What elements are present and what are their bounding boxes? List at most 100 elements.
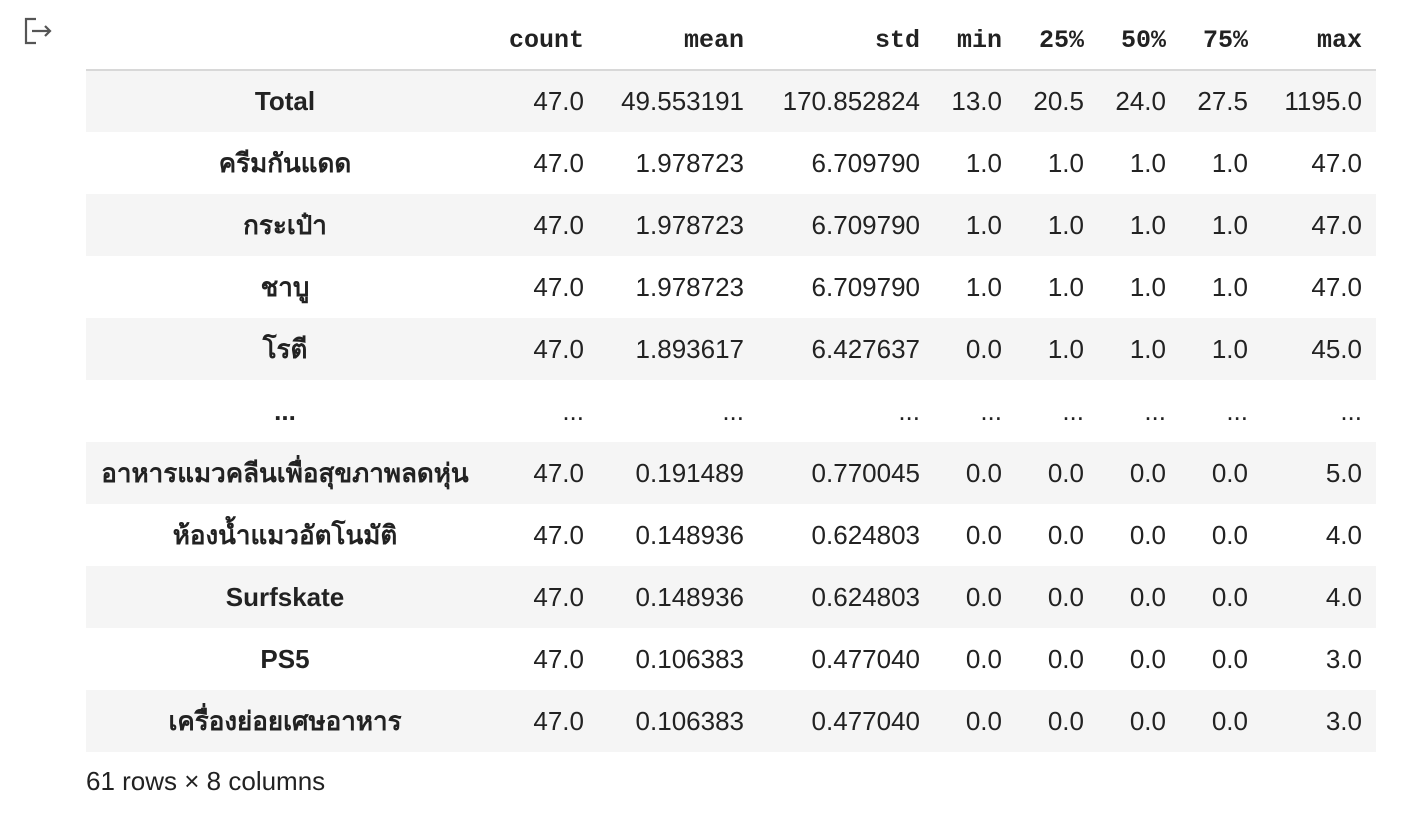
column-header: max xyxy=(1262,12,1376,71)
table-cell: 0.477040 xyxy=(811,705,920,736)
table-cell: 1.978723 xyxy=(635,271,744,302)
column-header: 75% xyxy=(1180,12,1262,71)
table-cell: 0.0 xyxy=(1129,519,1166,550)
table-cell: 1.0 xyxy=(1211,333,1248,364)
table-cell: 0.477040 xyxy=(811,643,920,674)
table-cell: ... xyxy=(1062,395,1084,426)
table-cell: 0.106383 xyxy=(635,643,744,674)
table-row: ห้องน้ำแมวอัตโนมัติ 47.0 0.148936 0.624803 0… xyxy=(86,504,1376,566)
table-cell: 24.0 xyxy=(1115,86,1166,116)
table-cell: 1.0 xyxy=(1129,147,1166,178)
table-cell: 47.0 xyxy=(533,519,584,550)
row-index-label: Total xyxy=(254,86,316,116)
column-header: 25% xyxy=(1016,12,1098,71)
table-cell: 4.0 xyxy=(1325,519,1362,550)
table-cell: 0.0 xyxy=(965,581,1002,612)
table-cell: 13.0 xyxy=(951,86,1002,116)
table-cell: 1.0 xyxy=(1129,209,1166,240)
table-cell: 47.0 xyxy=(533,271,584,302)
row-index-label: PS5 xyxy=(260,643,310,674)
table-row: ........................... xyxy=(86,380,1376,442)
table-cell: 0.148936 xyxy=(635,581,744,612)
table-row: เครื่องย่อยเศษอาหาร 47.0 0.106383 0.477040 0… xyxy=(86,690,1376,752)
table-cell: 0.0 xyxy=(1047,705,1084,736)
table-cell: ... xyxy=(562,395,584,426)
table-cell: 1.0 xyxy=(965,271,1002,302)
table-cell: 27.5 xyxy=(1197,86,1248,116)
table-cell: 45.0 xyxy=(1311,333,1362,364)
table-cell: 1.0 xyxy=(1129,271,1166,302)
table-cell: ... xyxy=(1144,395,1166,426)
table-cell: 47.0 xyxy=(1311,147,1362,178)
table-cell: 0.770045 xyxy=(811,457,920,488)
row-index-label: อาหารแมวคลีนเพื่อสุขภาพลดหุ่น xyxy=(101,457,469,488)
table-cell: 0.0 xyxy=(1211,519,1248,550)
row-index-label: ... xyxy=(274,395,296,426)
table-cell: 1.0 xyxy=(1047,209,1084,240)
table-cell: 0.0 xyxy=(1129,457,1166,488)
table-cell: 0.624803 xyxy=(811,581,920,612)
table-cell: ... xyxy=(1340,395,1362,426)
table-cell: 3.0 xyxy=(1325,705,1362,736)
table-row: โรตี 47.0 1.893617 6.427637 0.0 1.0 1.0 1.0 45.0 xyxy=(86,318,1376,380)
table-row: Surfskate 47.0 0.148936 0.624803 0.0 0.0 0.0 0.… xyxy=(86,566,1376,628)
table-cell: 1.0 xyxy=(1211,271,1248,302)
table-cell: 47.0 xyxy=(533,86,584,116)
column-header: mean xyxy=(598,12,758,71)
table-row: ครีมกันแดด 47.0 1.978723 6.709790 1.0 1.0 1.0 1… xyxy=(86,132,1376,194)
table-cell: 1.0 xyxy=(1211,147,1248,178)
table-cell: 1.978723 xyxy=(635,147,744,178)
table-cell: 0.0 xyxy=(1047,581,1084,612)
row-index-label: ชาบู xyxy=(260,271,310,302)
row-index-label: ครีมกันแดด xyxy=(218,147,352,178)
table-cell: 0.0 xyxy=(965,705,1002,736)
table-cell: 170.852824 xyxy=(782,86,920,116)
table-cell: 6.709790 xyxy=(811,271,920,302)
table-cell: 0.0 xyxy=(965,333,1002,364)
table-cell: 47.0 xyxy=(533,705,584,736)
column-header: count xyxy=(484,12,598,71)
table-cell: ... xyxy=(898,395,920,426)
row-index-label: โรตี xyxy=(262,333,308,364)
row-index-label: ห้องน้ำแมวอัตโนมัติ xyxy=(172,519,398,550)
table-row: Total 47.0 49.553191 170.852824 13.0 20.5 24.0… xyxy=(86,70,1376,132)
output-arrow-icon[interactable] xyxy=(22,16,56,46)
table-cell: 47.0 xyxy=(533,457,584,488)
table-cell: ... xyxy=(722,395,744,426)
table-cell: 0.0 xyxy=(1129,643,1166,674)
table-cell: 6.709790 xyxy=(811,209,920,240)
table-cell: 1.0 xyxy=(1047,147,1084,178)
dataframe-output: count mean std min 25% 50% 75% max Total 47.0 49.… xyxy=(86,12,1376,752)
table-cell: 47.0 xyxy=(1311,209,1362,240)
table-cell: 6.427637 xyxy=(811,333,920,364)
table-cell: 4.0 xyxy=(1325,581,1362,612)
table-cell: 1195.0 xyxy=(1284,86,1362,116)
row-index-label: Surfskate xyxy=(225,581,345,612)
column-header: 50% xyxy=(1098,12,1180,71)
table-header-row: count mean std min 25% 50% 75% max xyxy=(86,12,1376,71)
table-cell: 0.624803 xyxy=(811,519,920,550)
dataframe-table: count mean std min 25% 50% 75% max Total 47.0 49.… xyxy=(86,12,1376,752)
table-row: ชาบู 47.0 1.978723 6.709790 1.0 1.0 1.0 1.0 47.0 xyxy=(86,256,1376,318)
table-cell: 0.0 xyxy=(1129,705,1166,736)
table-cell: 49.553191 xyxy=(621,86,744,116)
table-cell: 47.0 xyxy=(533,581,584,612)
column-header-index xyxy=(86,12,484,71)
table-cell: 5.0 xyxy=(1325,457,1362,488)
table-cell: 1.0 xyxy=(1211,209,1248,240)
table-cell: 3.0 xyxy=(1325,643,1362,674)
table-cell: 0.0 xyxy=(1211,457,1248,488)
table-cell: 1.978723 xyxy=(635,209,744,240)
table-cell: 1.0 xyxy=(1129,333,1166,364)
table-cell: 1.0 xyxy=(965,209,1002,240)
table-cell: ... xyxy=(980,395,1002,426)
row-index-label: กระเป๋า xyxy=(243,209,327,240)
table-cell: 0.148936 xyxy=(635,519,744,550)
table-cell: 0.0 xyxy=(1047,643,1084,674)
column-header: std xyxy=(758,12,934,71)
table-cell: 0.0 xyxy=(1211,581,1248,612)
table-cell: 1.0 xyxy=(1047,333,1084,364)
table-cell: 0.0 xyxy=(965,519,1002,550)
table-cell: 0.0 xyxy=(1211,643,1248,674)
table-cell: 20.5 xyxy=(1033,86,1084,116)
